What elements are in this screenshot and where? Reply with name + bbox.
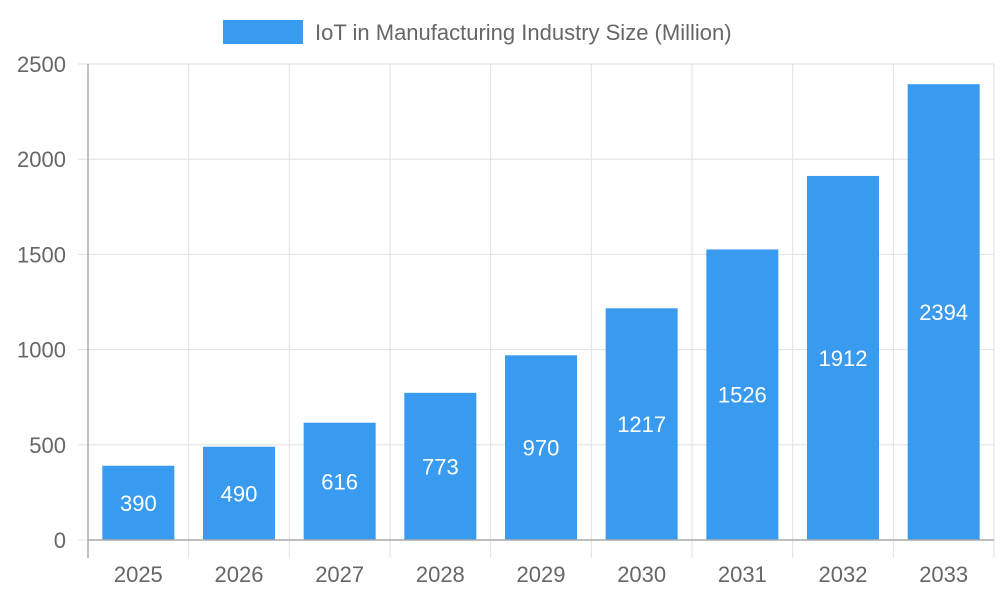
data-label: 1526 bbox=[718, 383, 767, 408]
x-tick-label: 2033 bbox=[919, 562, 968, 587]
y-tick-label: 0 bbox=[54, 528, 66, 553]
axes: 0 500 1000 1500 2000 2500 2025 2026 2027 2028 2029… bbox=[17, 52, 994, 587]
data-label: 970 bbox=[523, 436, 560, 461]
bar-2029 bbox=[505, 355, 577, 540]
legend-label: IoT in Manufacturing Industry Size (Mill… bbox=[315, 20, 732, 45]
data-label: 490 bbox=[221, 481, 258, 506]
bar-2027 bbox=[303, 422, 376, 540]
data-label: 390 bbox=[120, 491, 157, 516]
data-label: 1912 bbox=[819, 346, 868, 371]
bars: 390 490 616 773 970 1217 1526 1912 2394 bbox=[102, 84, 980, 541]
bar-2032 bbox=[807, 175, 879, 540]
y-tick-label: 2500 bbox=[17, 52, 66, 77]
bar-2026 bbox=[203, 446, 275, 540]
bar-2033 bbox=[907, 84, 980, 540]
data-label: 773 bbox=[422, 454, 459, 479]
x-tick-label: 2028 bbox=[416, 562, 465, 587]
data-label: 1217 bbox=[617, 412, 666, 437]
legend[interactable]: IoT in Manufacturing Industry Size (Mill… bbox=[223, 20, 732, 45]
x-tick-label: 2030 bbox=[617, 562, 666, 587]
data-label: 616 bbox=[321, 469, 358, 494]
legend-swatch bbox=[223, 20, 303, 44]
bar-2030 bbox=[605, 308, 678, 540]
data-label: 2394 bbox=[919, 300, 968, 325]
x-tick-label: 2032 bbox=[819, 562, 868, 587]
x-tick-label: 2026 bbox=[215, 562, 264, 587]
y-tick-label: 500 bbox=[29, 433, 66, 458]
bar-2025 bbox=[102, 465, 175, 540]
x-tick-label: 2031 bbox=[718, 562, 767, 587]
x-tick-label: 2027 bbox=[315, 562, 364, 587]
grid bbox=[78, 63, 995, 558]
y-tick-label: 1000 bbox=[17, 338, 66, 363]
bar-2031 bbox=[706, 249, 779, 541]
y-tick-label: 1500 bbox=[17, 242, 66, 267]
x-tick-label: 2025 bbox=[114, 562, 163, 587]
y-tick-label: 2000 bbox=[17, 147, 66, 172]
bar-2028 bbox=[404, 392, 477, 540]
x-tick-label: 2029 bbox=[517, 562, 566, 587]
